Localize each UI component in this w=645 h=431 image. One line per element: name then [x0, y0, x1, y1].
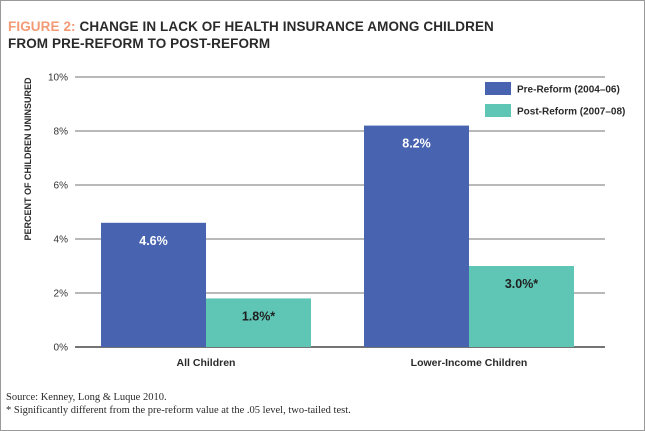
bar	[469, 266, 574, 347]
y-tick-label: 4%	[54, 235, 69, 246]
data-label: 8.2%	[402, 137, 431, 151]
bar	[206, 298, 311, 347]
title-text-1: CHANGE IN LACK OF HEALTH INSURANCE AMONG…	[79, 19, 494, 34]
legend-swatch	[485, 104, 511, 117]
legend-label: Post-Reform (2007–08)	[517, 107, 625, 118]
legend-swatch	[485, 82, 511, 95]
data-label: 3.0%*	[505, 277, 538, 291]
footnotes: Source: Kenney, Long & Luque 2010. * Sig…	[6, 391, 351, 417]
bar	[101, 222, 206, 347]
y-tick-label: 10%	[48, 73, 68, 84]
chart-title: FIGURE 2: CHANGE IN LACK OF HEALTH INSUR…	[8, 18, 494, 52]
data-label: 1.8%*	[242, 309, 275, 323]
title-line-1: FIGURE 2: CHANGE IN LACK OF HEALTH INSUR…	[8, 18, 494, 35]
y-tick-label: 0%	[54, 343, 69, 354]
y-tick-label: 2%	[54, 289, 69, 300]
figure-label: FIGURE 2:	[8, 19, 76, 34]
title-line-2: FROM PRE-REFORM TO POST-REFORM	[8, 36, 271, 51]
legend-label: Pre-Reform (2004–06)	[517, 85, 620, 96]
significance-note: * Significantly different from the pre-r…	[6, 405, 351, 416]
y-tick-label: 6%	[54, 181, 69, 192]
data-label: 4.6%	[139, 234, 168, 248]
x-tick-label: Lower-Income Children	[411, 357, 528, 369]
x-tick-label: All Children	[177, 357, 236, 369]
y-tick-label: 8%	[54, 127, 69, 138]
source-note: Source: Kenney, Long & Luque 2010.	[6, 392, 167, 403]
bar	[364, 125, 469, 347]
